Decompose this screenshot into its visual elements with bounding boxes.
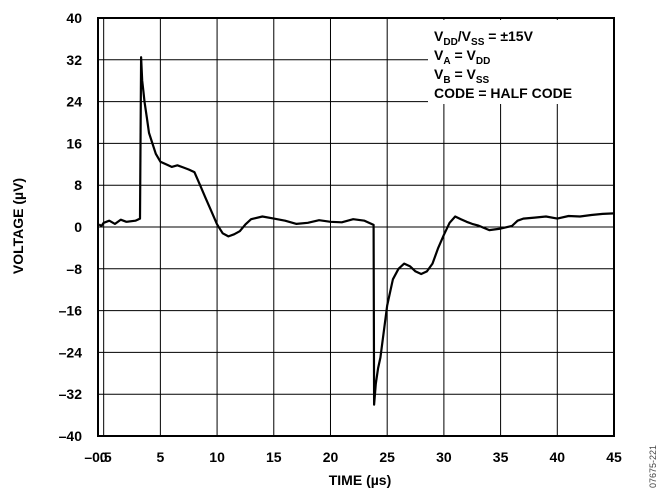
- x-tick-label: 15: [266, 449, 282, 465]
- annotation-background: [428, 20, 613, 104]
- y-tick-label: –8: [66, 261, 82, 277]
- grid: [98, 18, 614, 436]
- y-tick-label: 32: [66, 52, 82, 68]
- x-tick-label: 5: [156, 449, 164, 465]
- y-tick-label: –24: [59, 344, 83, 360]
- y-tick-label: 0: [74, 219, 82, 235]
- x-tick-labels: –0.50 5 10 15 20 25 30 35 40 45: [84, 449, 622, 465]
- x-tick-label: 25: [379, 449, 395, 465]
- figure-id: 07675-221: [648, 445, 658, 488]
- y-tick-label: 16: [66, 135, 82, 151]
- y-tick-label: 40: [66, 10, 82, 26]
- x-tick-label: 10: [209, 449, 225, 465]
- x-tick-label: 35: [493, 449, 509, 465]
- y-tick-label: –32: [59, 386, 83, 402]
- series-line: [98, 56, 615, 406]
- y-axis-title: VOLTAGE (µV): [10, 178, 26, 274]
- y-tick-label: 24: [66, 94, 82, 110]
- y-tick-label: 8: [74, 177, 82, 193]
- annotation-line-code: CODE = HALF CODE: [434, 85, 572, 101]
- annotation-line-va: VA = VDD: [434, 47, 490, 67]
- annotation-line-vb: VB = VSS: [434, 66, 490, 86]
- y-tick-label: –16: [59, 303, 83, 319]
- x-tick-label: 20: [323, 449, 339, 465]
- x-tick-label: 40: [550, 449, 566, 465]
- x-tick-label: 30: [436, 449, 452, 465]
- plot-frame: [97, 17, 615, 437]
- y-tick-label: –40: [59, 428, 83, 444]
- x-axis-title: TIME (µs): [329, 472, 392, 488]
- series-layer: [98, 56, 615, 406]
- x-tick-label: –0.5: [84, 449, 111, 465]
- x-tick-label: 45: [606, 449, 622, 465]
- y-tick-labels: 40 32 24 16 8 0 –8 –16 –24 –32 –40: [59, 10, 83, 444]
- annotation-box: VDD/VSS = ±15V VA = VDD VB = VSS CODE = …: [428, 20, 613, 104]
- x-tick-label: 0: [100, 449, 108, 465]
- annotation-line-supply: VDD/VSS = ±15V: [434, 28, 534, 48]
